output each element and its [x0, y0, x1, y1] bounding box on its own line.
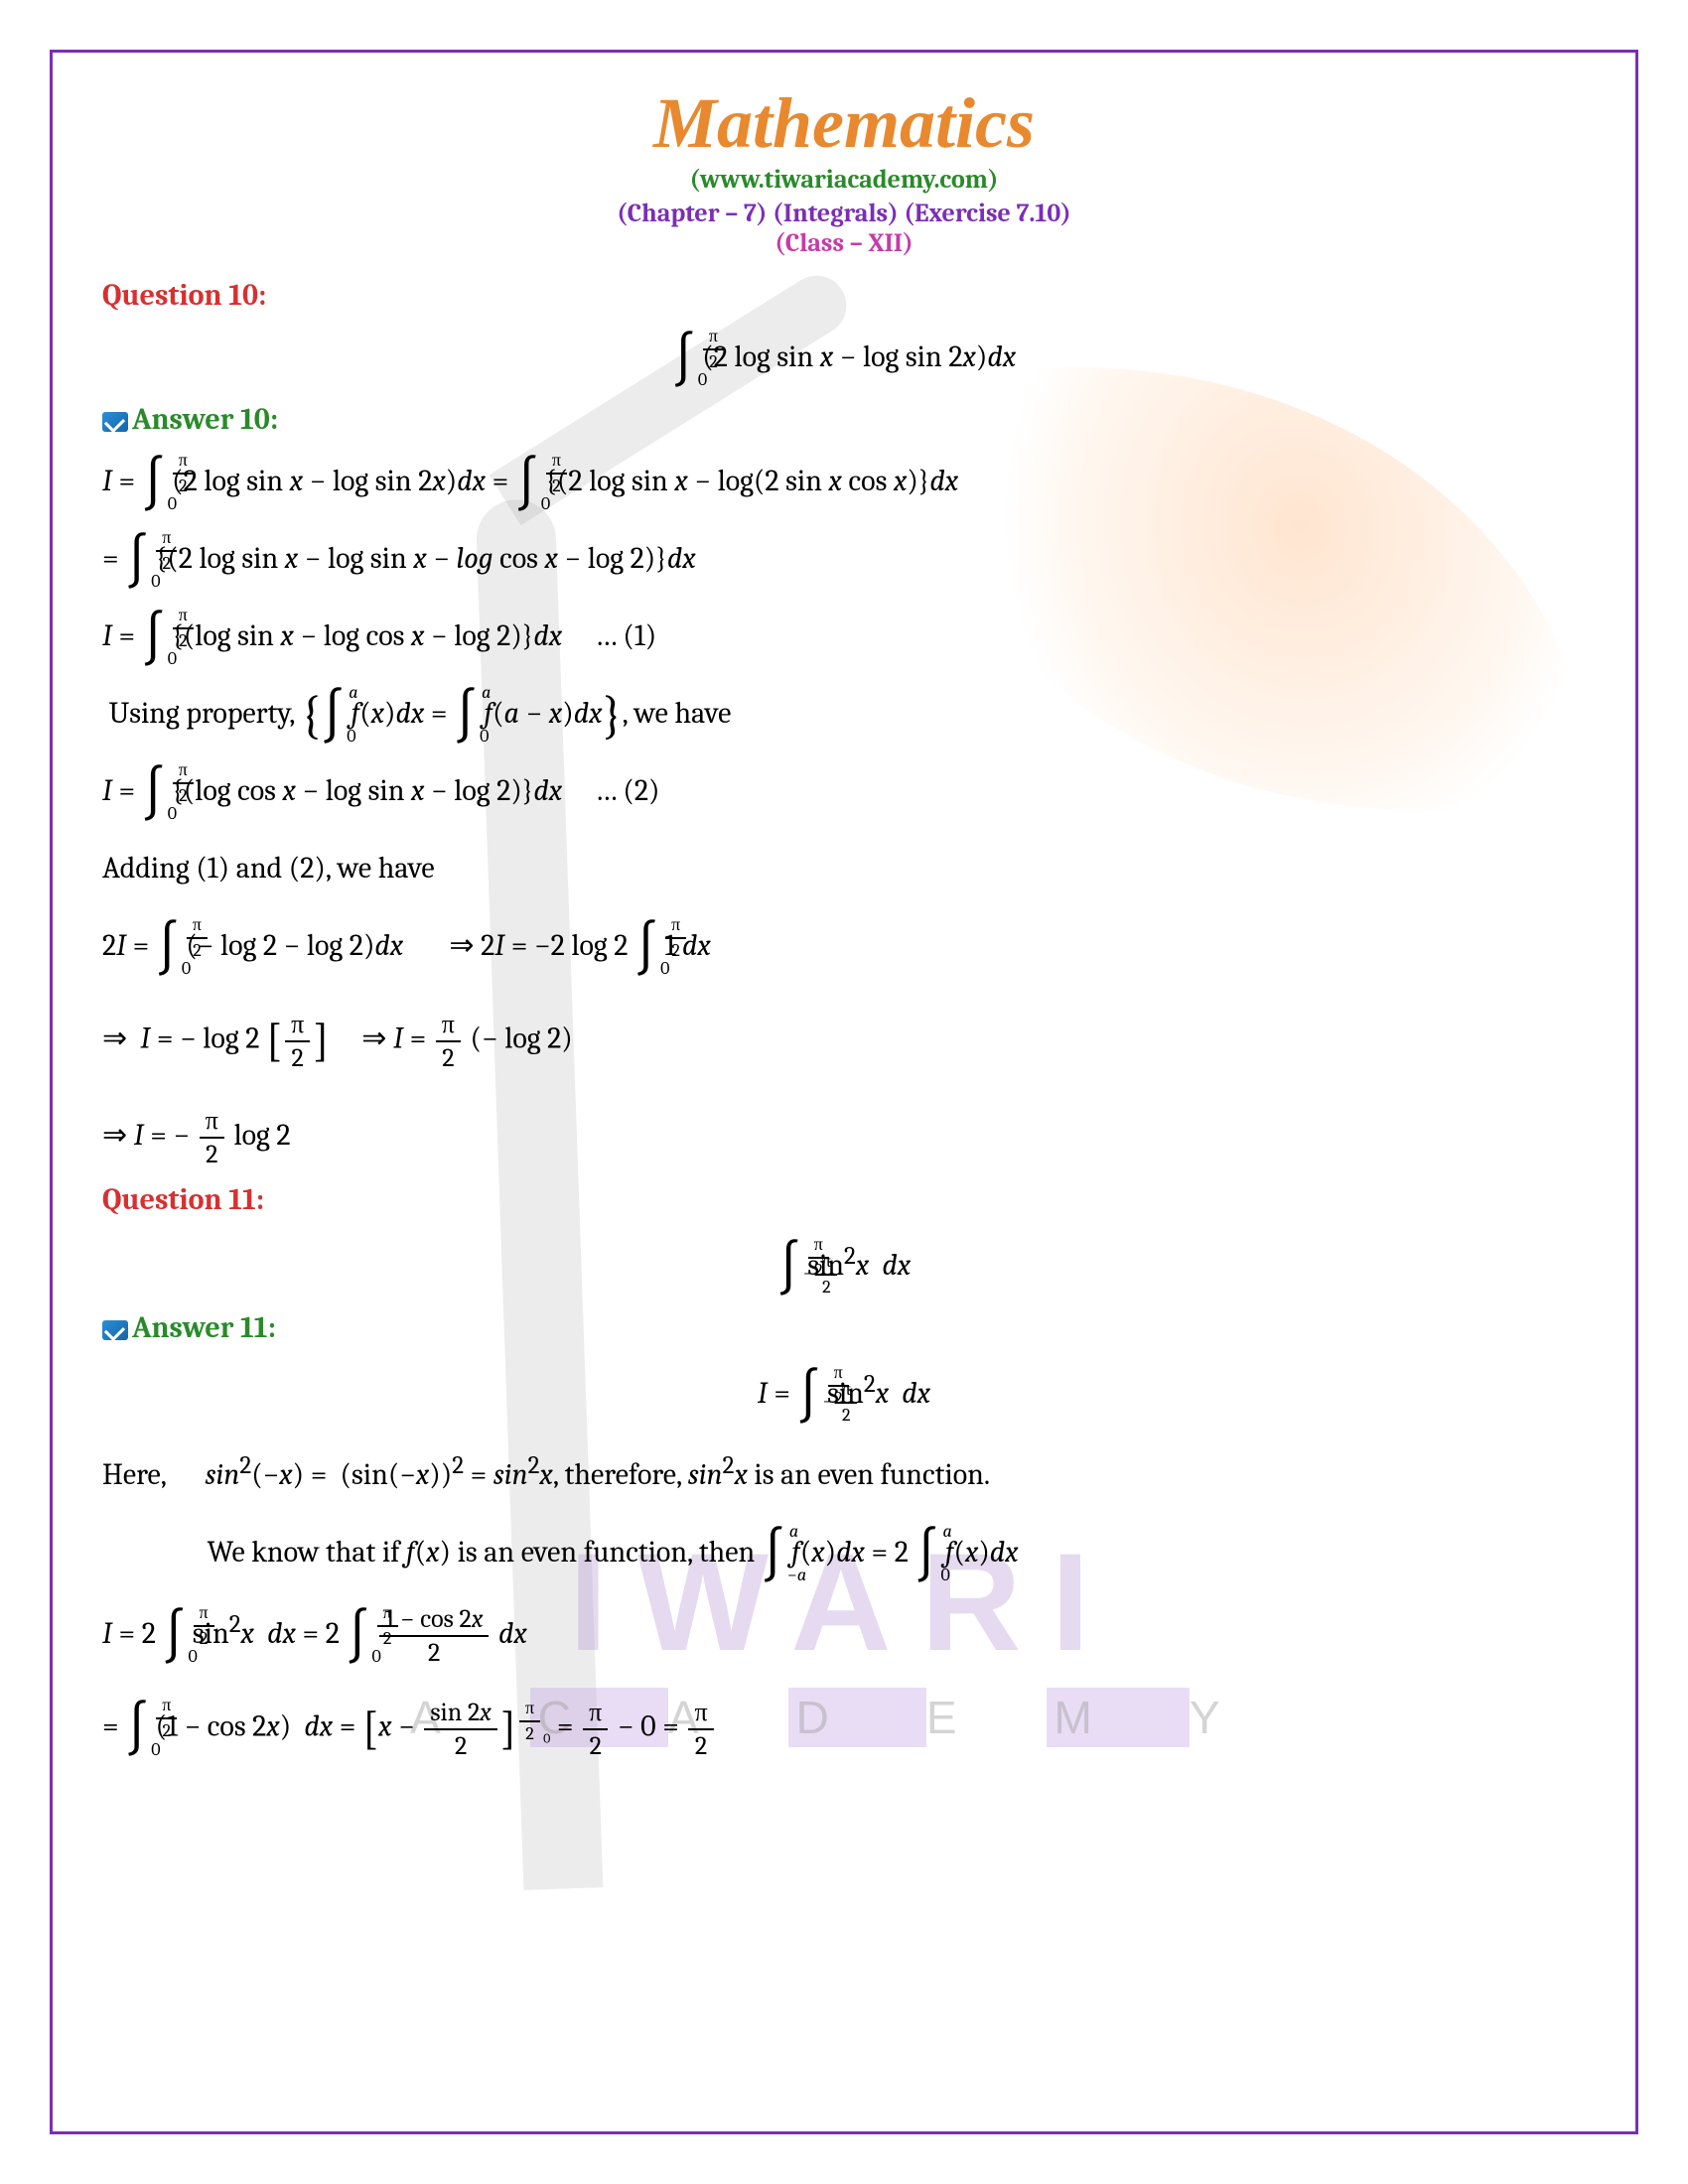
q11-solution: I = ∫π2−π2 sin2x dx Here, sin2(−x) = (sin…	[102, 1357, 1586, 1779]
math-line: I = ∫π20 {(log sin x − log cos x − log 2…	[102, 604, 1586, 669]
answer-10-text: Answer 10:	[132, 402, 278, 437]
math-line: I = 2 ∫π20 sin2x dx = 2 ∫π20 1 − cos 2x2…	[102, 1597, 1586, 1667]
math-line: ⇒ I = − π2 log 2	[102, 1103, 1586, 1168]
math-line: Here, sin2(−x) = (sin(−x))2 = sin2x, the…	[102, 1438, 1586, 1508]
math-line: 2I = ∫π20 (− log 2 − log 2)dx ⇒ 2I = −2 …	[102, 913, 1586, 979]
answer-icon	[102, 412, 128, 432]
math-line: Using property, {∫a0 f(x)dx = ∫a0 f(a − …	[102, 681, 1586, 747]
math-line: Adding (1) and (2), we have	[102, 836, 1586, 901]
page-title: Mathematics	[102, 82, 1586, 165]
q11-problem: ∫π2−π2 sin2x dx	[102, 1229, 1586, 1298]
math-line: = ∫π20 {(2 log sin x − log sin x − log c…	[102, 526, 1586, 592]
answer-11-text: Answer 11:	[132, 1310, 276, 1345]
question-11-label: Question 11:	[102, 1182, 1586, 1217]
question-10-label: Question 10:	[102, 278, 1586, 313]
class-label: (Class – XII)	[102, 228, 1586, 258]
answer-11-label: Answer 11:	[102, 1310, 1586, 1345]
answer-10-label: Answer 10:	[102, 402, 1586, 437]
math-line: I = ∫π2−π2 sin2x dx	[102, 1357, 1586, 1427]
website-link: (www.tiwariacademy.com)	[102, 165, 1586, 195]
chapter-label: (Chapter – 7) (Integrals) (Exercise 7.10…	[102, 199, 1586, 228]
math-line: We know that if f(x) is an even function…	[102, 1520, 1586, 1585]
q10-problem: ∫π20 (2 log sin x − log sin 2x)dx	[102, 325, 1586, 390]
math-line: I = ∫π20 (2 log sin x − log sin 2x)dx = …	[102, 449, 1586, 514]
math-line: ⇒ I = − log 2 [π2] ⇒ I = π2 (− log 2)	[102, 991, 1586, 1091]
content: Mathematics (www.tiwariacademy.com) (Cha…	[102, 82, 1586, 1779]
answer-icon	[102, 1320, 128, 1340]
page-border: IWARI ACADEMY Mathematics (www.tiwariaca…	[50, 50, 1638, 2134]
math-line: I = ∫π20 {(log cos x − log sin x − log 2…	[102, 758, 1586, 824]
q10-solution: I = ∫π20 (2 log sin x − log sin 2x)dx = …	[102, 449, 1586, 1168]
header: Mathematics (www.tiwariacademy.com) (Cha…	[102, 82, 1586, 258]
math-line: = ∫π20 (1 − cos 2x) dx = [x − sin 2x2]π2…	[102, 1679, 1586, 1779]
